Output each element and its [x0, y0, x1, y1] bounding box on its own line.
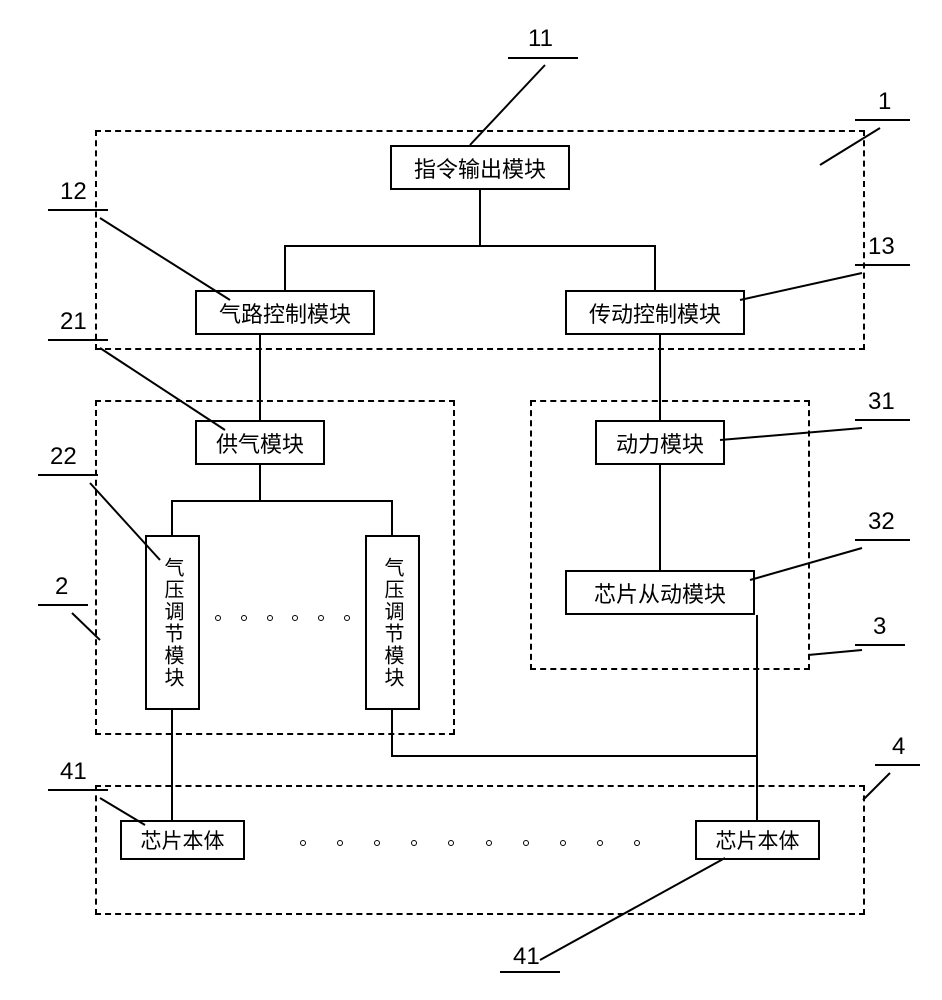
- box-gas-supply: 供气模块: [195, 420, 325, 465]
- label-32: 32: [868, 508, 895, 536]
- box-label: 供气模块: [216, 427, 304, 459]
- box-label: 芯片本体: [716, 825, 800, 855]
- label-4: 4: [892, 733, 905, 761]
- connector: [659, 335, 661, 420]
- connector: [756, 615, 758, 820]
- ellipsis-dots-1: [215, 615, 350, 621]
- connector: [391, 755, 758, 757]
- connector: [171, 500, 173, 535]
- connector: [284, 245, 656, 247]
- box-chip-body-a: 芯片本体: [120, 820, 245, 860]
- box-command-output: 指令输出模块: [390, 145, 570, 190]
- label-2: 2: [55, 573, 68, 601]
- label-41a: 41: [60, 758, 87, 786]
- box-chip-driven: 芯片从动模块: [565, 570, 755, 615]
- label-21: 21: [60, 308, 87, 336]
- box-label: 芯片本体: [141, 825, 225, 855]
- box-power: 动力模块: [595, 420, 725, 465]
- box-label: 动力模块: [616, 427, 704, 459]
- box-gas-control: 气路控制模块: [195, 290, 375, 335]
- box-label: 气路控制模块: [219, 297, 351, 329]
- connector: [659, 465, 661, 570]
- connector: [654, 245, 656, 290]
- connector: [284, 245, 286, 290]
- label-41b: 41: [513, 943, 540, 971]
- box-drive-control: 传动控制模块: [565, 290, 745, 335]
- connector: [391, 710, 393, 757]
- connector: [171, 500, 393, 502]
- box-label: 芯片从动模块: [594, 577, 726, 609]
- connector: [259, 465, 261, 500]
- connector: [171, 710, 173, 820]
- box-label: 指令输出模块: [414, 152, 546, 184]
- box-pressure-adjust-a: 气压调节模块: [145, 535, 200, 710]
- label-3: 3: [873, 613, 886, 641]
- connector: [259, 335, 261, 420]
- ellipsis-dots-2: [300, 840, 640, 846]
- box-label: 传动控制模块: [589, 297, 721, 329]
- label-31: 31: [868, 388, 895, 416]
- label-11: 11: [528, 25, 553, 53]
- box-pressure-adjust-b: 气压调节模块: [365, 535, 420, 710]
- label-12: 12: [60, 178, 87, 206]
- connector: [391, 500, 393, 535]
- label-13: 13: [868, 233, 895, 261]
- connector: [479, 190, 481, 245]
- label-22: 22: [50, 443, 77, 471]
- box-label: 气压调节模块: [378, 557, 407, 689]
- box-chip-body-b: 芯片本体: [695, 820, 820, 860]
- label-1: 1: [878, 88, 891, 116]
- box-label: 气压调节模块: [158, 557, 187, 689]
- diagram-root: 指令输出模块 气路控制模块 传动控制模块 供气模块 动力模块 芯片从动模块 气压…: [0, 0, 942, 1000]
